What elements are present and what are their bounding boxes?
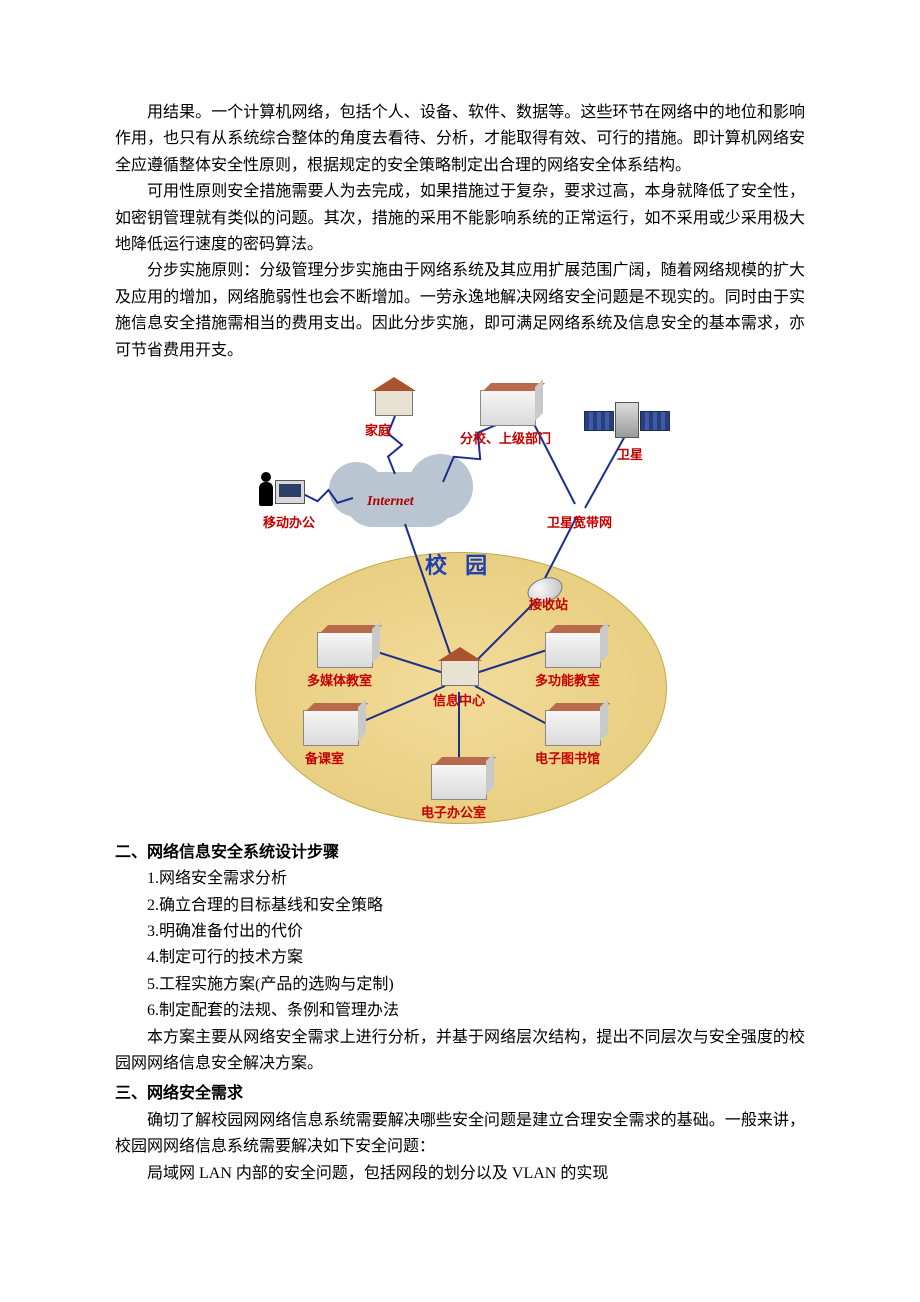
diagram-title: 校 园 [425,548,493,584]
label-branch: 分校、上级部门 [460,428,551,449]
section-3-p2: 局域网 LAN 内部的安全问题，包括网段的划分以及 VLAN 的实现 [115,1161,805,1187]
paragraph-2: 可用性原则安全措施需要人为去完成，如果措施过于复杂，要求过高，本身就降低了安全性… [115,179,805,258]
node-home [375,390,413,416]
label-prep: 备课室 [305,748,344,769]
diagram-container: 校 园 Internet 家庭 分校、上级部门卫星移动办公 卫星宽带网接收站多媒体教室 多… [115,372,805,832]
section-2-tail: 本方案主要从网络安全需求上进行分析，并基于网络层次结构，提出不同层次与安全强度的… [115,1025,805,1078]
step-6: 6.制定配套的法规、条例和管理办法 [115,998,805,1024]
document-page: 用结果。一个计算机网络，包括个人、设备、软件、数据等。这些环节在网络中的地位和影… [0,0,920,1247]
label-mobile: 移动办公 [263,512,315,533]
node-mfroom [545,632,601,668]
node-branch [480,390,536,426]
node-mmroom [317,632,373,668]
node-prep [303,710,359,746]
node-satellite [615,402,639,438]
label-recv: 接收站 [529,594,568,615]
node-mobile [275,480,305,504]
campus-network-diagram: 校 园 Internet 家庭 分校、上级部门卫星移动办公 卫星宽带网接收站多媒体教室 多… [245,372,675,832]
label-mmroom: 多媒体教室 [307,670,372,691]
paragraph-1: 用结果。一个计算机网络，包括个人、设备、软件、数据等。这些环节在网络中的地位和影… [115,100,805,179]
label-mfroom: 多功能教室 [535,670,600,691]
step-5: 5.工程实施方案(产品的选购与定制) [115,972,805,998]
section-2-heading: 二、网络信息安全系统设计步骤 [115,840,805,866]
step-3: 3.明确准备付出的代价 [115,919,805,945]
step-4: 4.制定可行的技术方案 [115,945,805,971]
node-eoffice [431,764,487,800]
label-home: 家庭 [365,420,391,441]
section-3-p1: 确切了解校园网网络信息系统需要解决哪些安全问题是建立合理安全需求的基础。一般来讲… [115,1108,805,1161]
label-satnet: 卫星宽带网 [547,512,612,533]
step-1: 1.网络安全需求分析 [115,866,805,892]
label-elib: 电子图书馆 [535,748,600,769]
step-2: 2.确立合理的目标基线和安全策略 [115,893,805,919]
person-icon [259,482,273,506]
node-center_box [441,660,479,686]
label-satellite: 卫星 [617,444,643,465]
label-center: 信息中心 [433,690,485,711]
node-elib [545,710,601,746]
internet-label: Internet [367,490,414,513]
section-3-heading: 三、网络安全需求 [115,1081,805,1107]
label-eoffice: 电子办公室 [421,802,486,823]
paragraph-3: 分步实施原则：分级管理分步实施由于网络系统及其应用扩展范围广阔，随着网络规模的扩… [115,258,805,364]
